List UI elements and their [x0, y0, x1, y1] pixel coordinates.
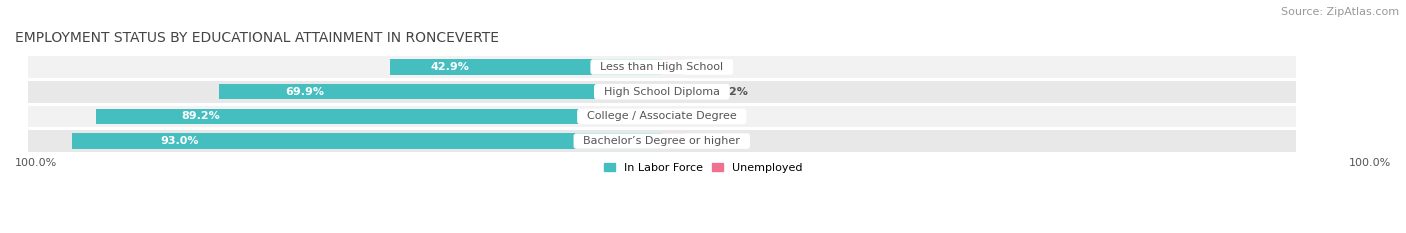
Text: 42.9%: 42.9%: [430, 62, 470, 72]
Bar: [389, 59, 662, 75]
Text: 93.0%: 93.0%: [160, 136, 200, 146]
Text: Source: ZipAtlas.com: Source: ZipAtlas.com: [1281, 7, 1399, 17]
Text: EMPLOYMENT STATUS BY EDUCATIONAL ATTAINMENT IN RONCEVERTE: EMPLOYMENT STATUS BY EDUCATIONAL ATTAINM…: [15, 31, 499, 45]
Text: 100.0%: 100.0%: [15, 158, 58, 168]
Bar: [662, 84, 707, 99]
Text: 69.9%: 69.9%: [285, 87, 323, 97]
Bar: [218, 84, 662, 99]
Text: 0.0%: 0.0%: [693, 136, 724, 146]
Text: Bachelor’s Degree or higher: Bachelor’s Degree or higher: [576, 136, 747, 146]
Bar: [662, 134, 683, 149]
Text: 0.0%: 0.0%: [693, 111, 724, 121]
Bar: [28, 81, 1296, 103]
Bar: [28, 56, 1296, 78]
Text: Less than High School: Less than High School: [593, 62, 730, 72]
Bar: [72, 134, 662, 149]
Legend: In Labor Force, Unemployed: In Labor Force, Unemployed: [599, 158, 807, 178]
Text: College / Associate Degree: College / Associate Degree: [579, 111, 744, 121]
Text: 89.2%: 89.2%: [181, 111, 219, 121]
Text: 0.0%: 0.0%: [693, 62, 724, 72]
Bar: [28, 106, 1296, 127]
Text: High School Diploma: High School Diploma: [596, 87, 727, 97]
Bar: [28, 130, 1296, 152]
Bar: [662, 109, 683, 124]
Text: 100.0%: 100.0%: [1348, 158, 1391, 168]
Text: 7.2%: 7.2%: [717, 87, 748, 97]
Bar: [662, 59, 683, 75]
Bar: [96, 109, 662, 124]
